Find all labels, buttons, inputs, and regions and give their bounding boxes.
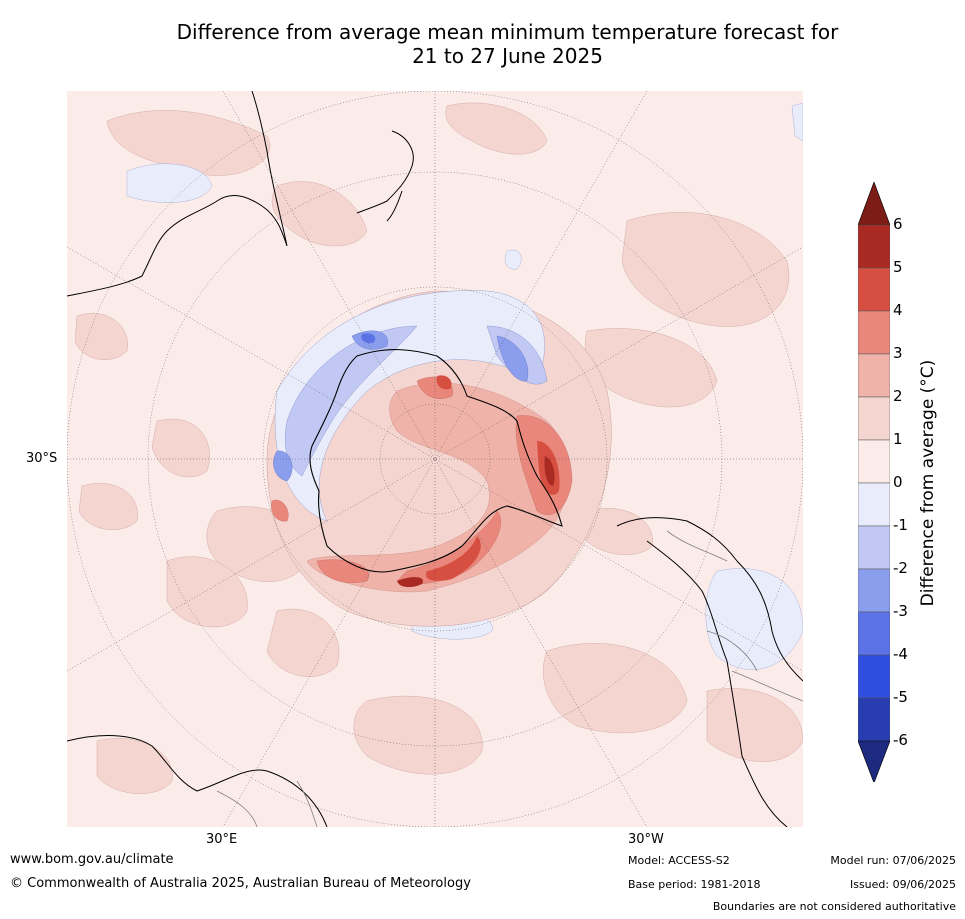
colorbar-segment [858, 267, 890, 312]
colorbar-arrow-top [858, 182, 890, 226]
colorbar-segment [858, 396, 890, 441]
latitude-label: 30°S [26, 451, 58, 466]
copyright-text: © Commonwealth of Australia 2025, Austra… [10, 876, 471, 891]
colorbar-segment [858, 353, 890, 398]
colorbar-segment [858, 224, 890, 269]
colorbar-tick-label: -6 [893, 731, 908, 749]
title-line-1: Difference from average mean minimum tem… [176, 20, 839, 44]
boundary-disclaimer: Boundaries are not considered authoritat… [712, 900, 956, 913]
polar-map [67, 91, 803, 827]
colorbar-segment [858, 654, 890, 699]
colorbar-tick-label: 2 [893, 387, 903, 405]
colorbar-segment [858, 482, 890, 527]
longitude-label-east: 30°E [206, 832, 238, 847]
south-america-borders [666, 530, 803, 702]
new-zealand-coastline [356, 130, 414, 222]
anomaly-light-warm [74, 102, 803, 794]
colorbar-tick-label: 3 [893, 344, 903, 362]
graticule [67, 91, 803, 827]
colorbar-segment [858, 439, 890, 484]
colorbar-title: Difference from average (°C) [918, 359, 938, 607]
issued-date: Issued: 09/06/2025 [849, 878, 956, 891]
cool-arc-core [361, 333, 376, 344]
colorbar-tick-label: 4 [893, 301, 903, 319]
longitude-label-west: 30°W [628, 832, 664, 847]
antarctica-coastline [309, 349, 563, 573]
colorbar-tick-label: 1 [893, 430, 903, 448]
colorbar [858, 182, 890, 782]
africa-coastline [67, 735, 328, 827]
chart-title: Difference from average mean minimum tem… [60, 20, 955, 68]
model-run-date: Model run: 07/06/2025 [830, 854, 956, 867]
cool-arc [274, 290, 545, 522]
colorbar-segment [858, 525, 890, 570]
australia-coastline [67, 91, 288, 297]
colorbar-segment [858, 611, 890, 656]
colorbar-tick-label: -5 [893, 688, 908, 706]
colorbar-arrow-bottom [858, 740, 890, 782]
anomaly-light-cool [126, 102, 803, 670]
colorbar-tick-label: -4 [893, 645, 908, 663]
warm-core-max [397, 456, 555, 588]
title-line-2: 21 to 27 June 2025 [412, 44, 603, 68]
colorbar-segment [858, 568, 890, 613]
colorbar-segment [858, 310, 890, 355]
website-link[interactable]: www.bom.gov.au/climate [10, 852, 174, 867]
africa-border [216, 780, 318, 827]
model-name: Model: ACCESS-S2 [628, 854, 730, 867]
south-america-coastline [616, 517, 803, 827]
colorbar-tick-label: 0 [893, 473, 903, 491]
colorbar-tick-label: 5 [893, 258, 903, 276]
colorbar-tick-label: 6 [893, 215, 903, 233]
colorbar-tick-label: -3 [893, 602, 908, 620]
colorbar-segment [858, 697, 890, 742]
colorbar-tick-label: -2 [893, 559, 908, 577]
base-period: Base period: 1981-2018 [628, 878, 761, 891]
colorbar-tick-label: -1 [893, 516, 908, 534]
